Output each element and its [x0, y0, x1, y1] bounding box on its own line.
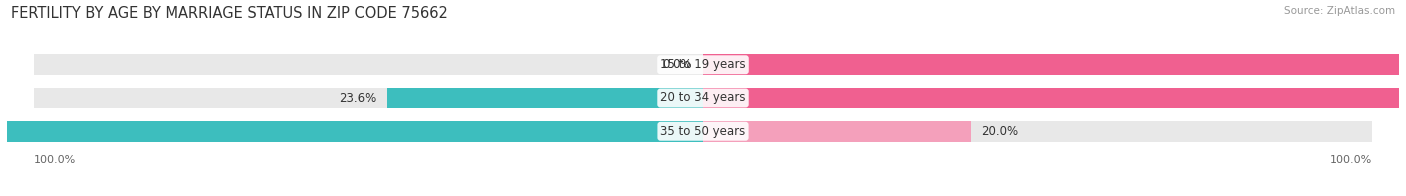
Text: 15 to 19 years: 15 to 19 years	[661, 58, 745, 71]
Bar	[387, 88, 703, 108]
Text: FERTILITY BY AGE BY MARRIAGE STATUS IN ZIP CODE 75662: FERTILITY BY AGE BY MARRIAGE STATUS IN Z…	[11, 6, 449, 21]
Text: 23.6%: 23.6%	[339, 92, 377, 104]
Bar	[34, 88, 1372, 108]
Bar	[703, 88, 1406, 108]
Text: 20 to 34 years: 20 to 34 years	[661, 92, 745, 104]
Text: Source: ZipAtlas.com: Source: ZipAtlas.com	[1284, 6, 1395, 16]
Bar	[0, 121, 703, 142]
Bar	[34, 54, 1372, 75]
Text: 20.0%: 20.0%	[981, 125, 1018, 138]
Text: 100.0%: 100.0%	[34, 154, 76, 165]
Text: 100.0%: 100.0%	[1330, 154, 1372, 165]
Text: 35 to 50 years: 35 to 50 years	[661, 125, 745, 138]
Text: 0.0%: 0.0%	[662, 58, 692, 71]
Bar	[703, 121, 970, 142]
Bar	[703, 54, 1406, 75]
Bar	[34, 121, 1372, 142]
